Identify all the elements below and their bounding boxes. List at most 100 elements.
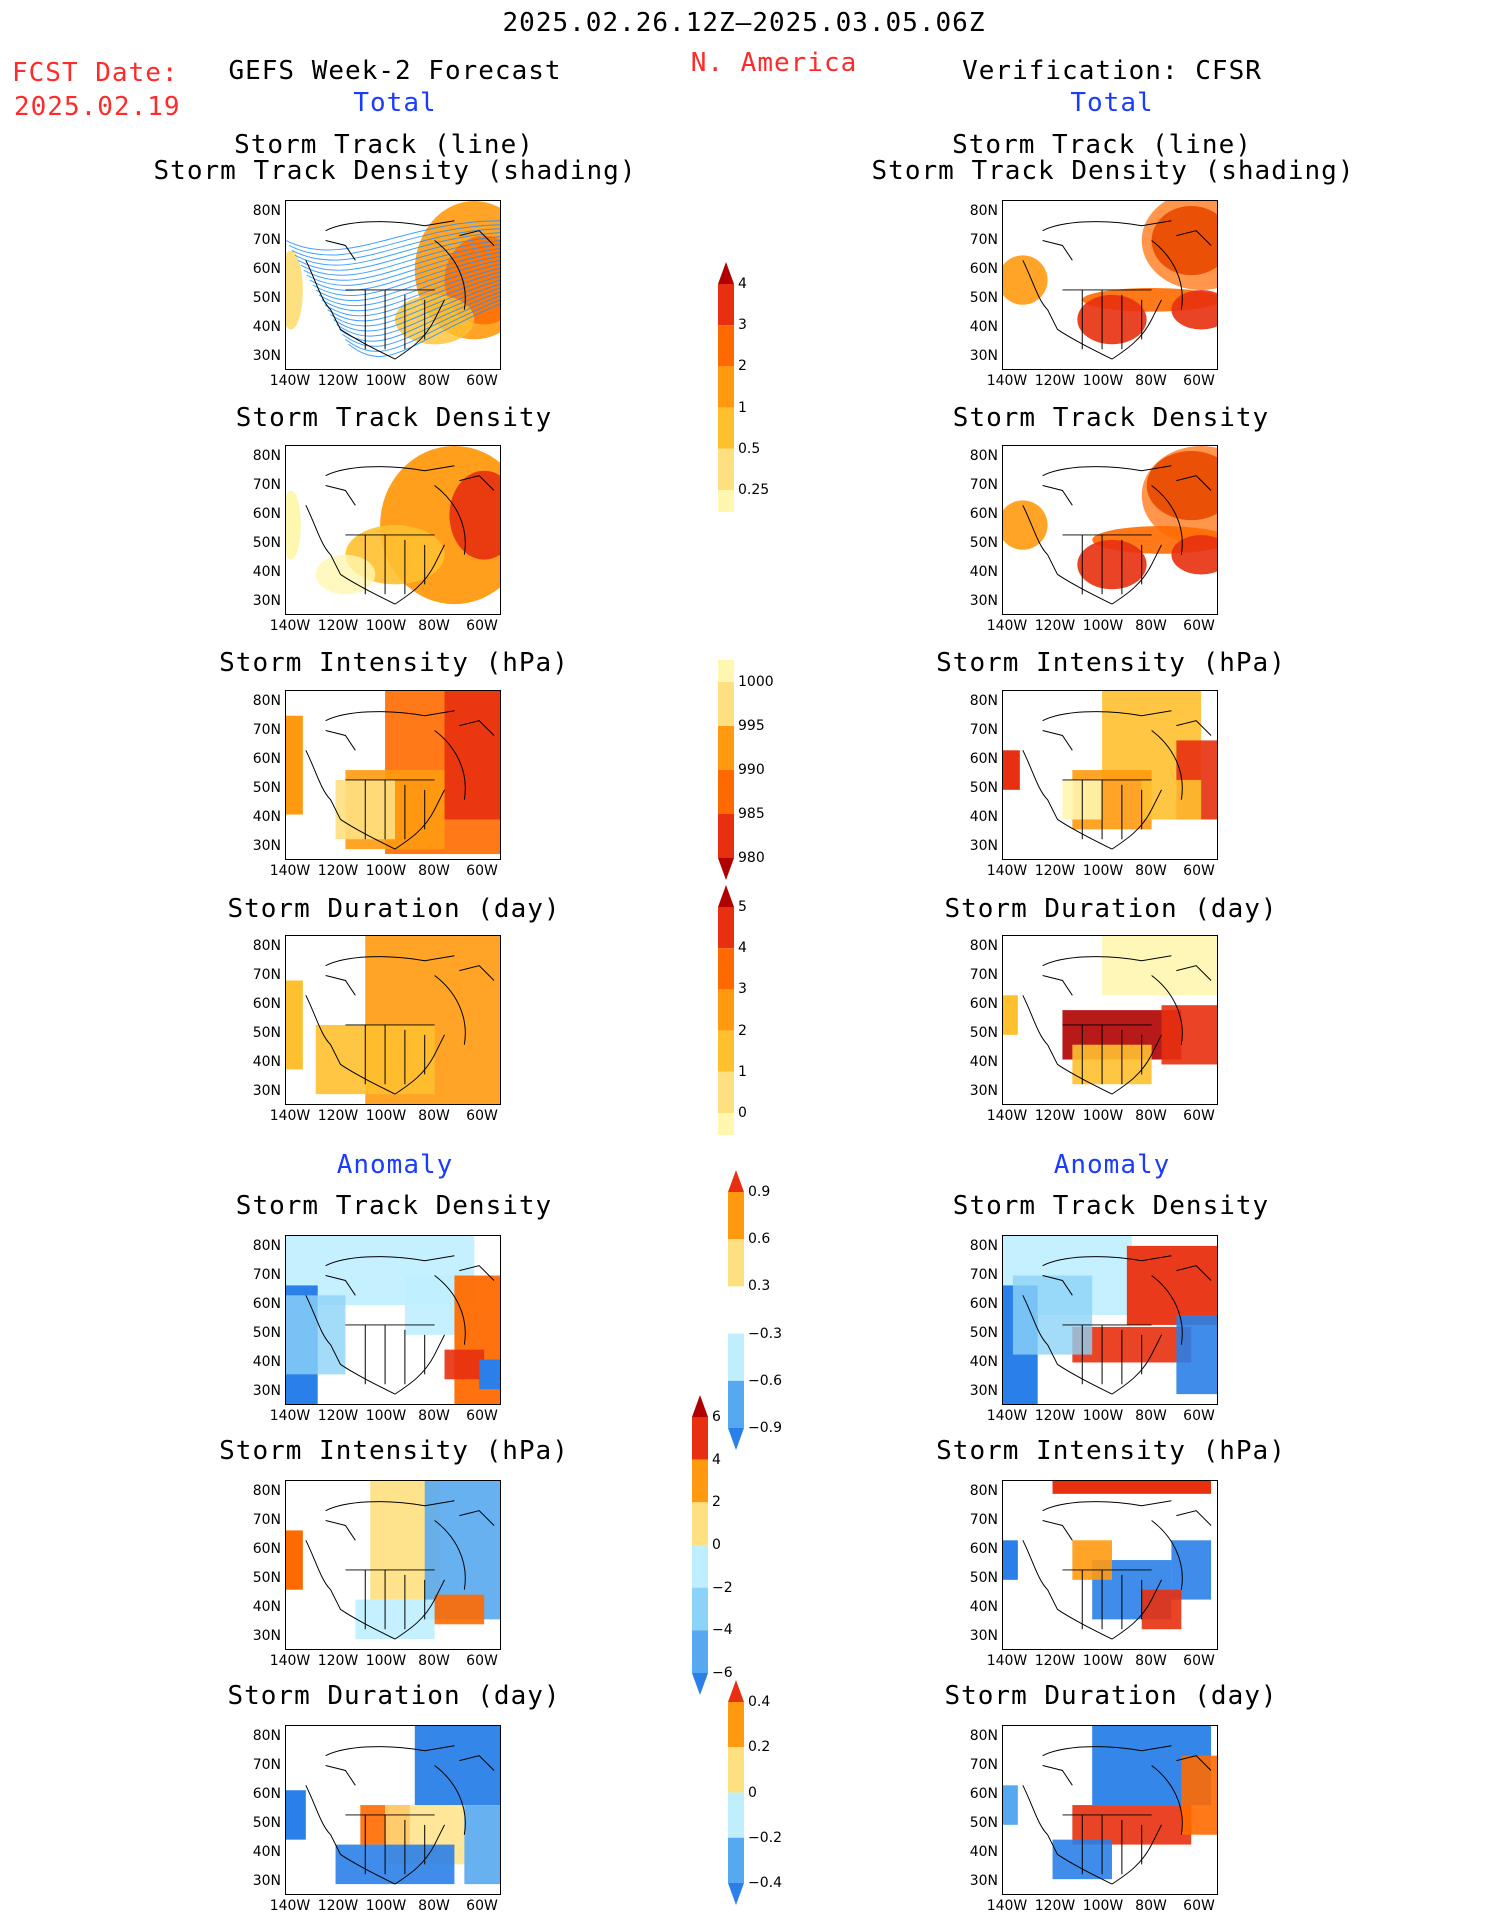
colorbar-swatch: [718, 366, 734, 408]
map-panel-r1: [1002, 200, 1218, 370]
shading-l2-1: [449, 470, 500, 560]
colorbar-swatch: [718, 770, 734, 814]
lat-label: 30N: [969, 593, 998, 609]
lon-label: 140W: [986, 1653, 1028, 1669]
colorbar-intensity_total: [718, 638, 734, 880]
shading-l3-1: [444, 691, 500, 820]
lat-label: 40N: [252, 1844, 281, 1860]
right-column-title: Verification: CFSR: [962, 56, 1262, 86]
colorbar-label: 985: [738, 806, 765, 822]
storm-track-line: [312, 255, 500, 297]
storm-track-line: [315, 259, 500, 302]
lon-label: 80W: [418, 618, 450, 634]
lon-label: 100W: [1082, 1108, 1124, 1124]
lon-label: 60W: [466, 1898, 498, 1914]
colorbar-swatch: [718, 948, 734, 990]
colorbar-swatch: [728, 1702, 744, 1748]
lon-label: 120W: [1034, 373, 1076, 389]
lat-label: 80N: [252, 1238, 281, 1254]
lat-label: 30N: [252, 348, 281, 364]
lon-label: 80W: [1135, 1898, 1167, 1914]
colorbar-duration_anom: [728, 1680, 744, 1905]
colorbar-label: 6: [712, 1409, 721, 1425]
lat-label: 50N: [252, 1025, 281, 1041]
lat-label: 30N: [969, 1873, 998, 1889]
colorbar-swatch: [728, 1792, 744, 1838]
panel-title-r4: Storm Duration (day): [944, 894, 1278, 924]
colorbar-swatch: [728, 1883, 744, 1905]
fcst-date-value: 2025.02.19: [14, 92, 181, 122]
colorbar-label: 980: [738, 850, 765, 866]
lat-label: 80N: [252, 1483, 281, 1499]
lat-label: 80N: [969, 693, 998, 709]
lat-label: 60N: [969, 996, 998, 1012]
shading-l5-6: [479, 1359, 500, 1390]
colorbar-label: 0.5: [738, 440, 761, 457]
shading-r2-3: [1077, 539, 1147, 590]
lat-label: 80N: [969, 1483, 998, 1499]
lon-label: 100W: [1082, 373, 1124, 389]
lat-label: 70N: [969, 1267, 998, 1283]
lon-label: 120W: [1034, 1408, 1076, 1424]
lat-label: 60N: [252, 1541, 281, 1557]
coastline: [1022, 955, 1212, 1095]
shading-r4-3: [1072, 1044, 1152, 1085]
lat-label: 50N: [969, 1570, 998, 1586]
lon-label: 120W: [1034, 1108, 1076, 1124]
colorbar-swatch: [692, 1417, 708, 1460]
colorbar-label: −0.9: [748, 1420, 782, 1436]
lat-label: 30N: [969, 1628, 998, 1644]
colorbar-swatch: [718, 1030, 734, 1072]
colorbar-label: 0: [738, 1105, 747, 1121]
colorbar-label: 2: [712, 1494, 721, 1511]
colorbar-label: −0.6: [748, 1372, 782, 1389]
map-panel-r5: [1002, 1235, 1218, 1405]
lat-label: 50N: [969, 1815, 998, 1831]
lat-label: 70N: [969, 232, 998, 248]
lon-label: 120W: [317, 1108, 359, 1124]
region-title: N. America: [690, 48, 858, 78]
shading-l2-4: [315, 554, 376, 595]
lon-label: 140W: [269, 1898, 311, 1914]
lat-label: 40N: [969, 1844, 998, 1860]
coastline: [1022, 1745, 1212, 1885]
shading-l6-4: [434, 1594, 485, 1625]
lat-label: 60N: [969, 1786, 998, 1802]
lat-label: 80N: [969, 1238, 998, 1254]
shading-l4-1: [315, 1024, 435, 1095]
colorbar-swatch: [718, 814, 734, 858]
lat-label: 50N: [252, 1570, 281, 1586]
colorbar-label: −0.4: [748, 1875, 782, 1891]
coastline: [305, 955, 495, 1095]
lat-label: 60N: [252, 506, 281, 522]
panel-title-r6: Storm Intensity (hPa): [936, 1436, 1286, 1466]
shading-r4-0: [1102, 936, 1217, 996]
lon-label: 60W: [466, 1408, 498, 1424]
lat-label: 40N: [252, 564, 281, 580]
storm-track-line: [291, 228, 500, 261]
lon-label: 140W: [269, 1653, 311, 1669]
map-panel-r2: [1002, 445, 1218, 615]
lat-label: 30N: [252, 1873, 281, 1889]
colorbar-label: 1000: [738, 674, 774, 690]
lat-label: 80N: [252, 693, 281, 709]
coastline: [1022, 1500, 1212, 1640]
panel-title-l1b: Storm Track Density (shading): [153, 156, 637, 186]
panel-title-r5: Storm Track Density: [952, 1191, 1270, 1221]
colorbar-label: 0.9: [748, 1184, 771, 1200]
map-panel-l1: [285, 200, 501, 370]
colorbar-swatch: [718, 989, 734, 1031]
lat-label: 50N: [252, 1325, 281, 1341]
lon-label: 60W: [466, 373, 498, 389]
lon-label: 60W: [1183, 618, 1215, 634]
lon-label: 60W: [466, 1108, 498, 1124]
colorbar-label: 1: [738, 1063, 747, 1080]
panel-title-r1a: Storm Track (line): [952, 130, 1252, 160]
lon-label: 60W: [466, 863, 498, 879]
lat-label: 70N: [969, 477, 998, 493]
map-panel-l4: [285, 935, 501, 1105]
lon-label: 120W: [317, 863, 359, 879]
colorbar-label: 2: [738, 1022, 747, 1039]
colorbar-swatch: [728, 1192, 744, 1240]
lon-label: 100W: [365, 1408, 407, 1424]
